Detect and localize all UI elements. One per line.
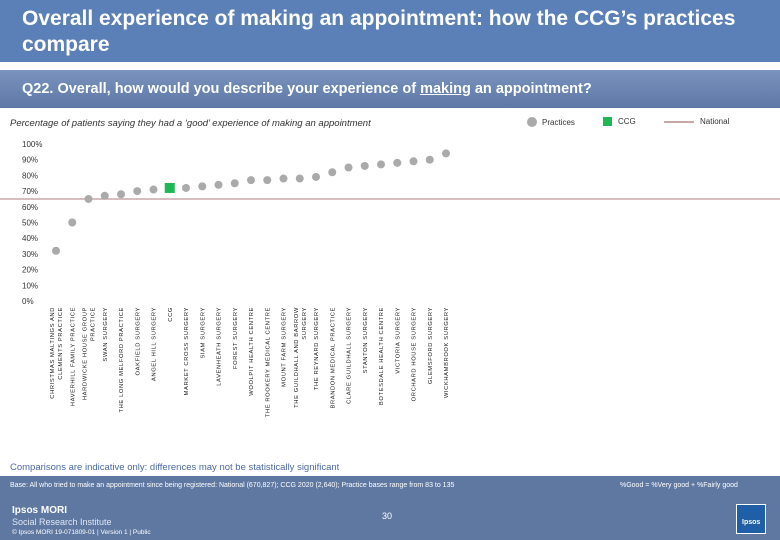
legend-ccg-icon [603, 117, 612, 126]
logo-sri: Social Research Institute [12, 517, 112, 527]
practice-point [149, 185, 158, 194]
practice-point [133, 187, 142, 196]
y-tick-label: 50% [22, 219, 38, 228]
practice-point [84, 194, 93, 203]
question-bar [0, 70, 780, 108]
comparison-note: Comparisons are indicative only: differe… [10, 462, 340, 473]
page-number: 30 [382, 511, 393, 521]
chart-caption: Percentage of patients saying they had a… [10, 118, 371, 129]
y-tick-label: 100% [22, 140, 42, 149]
y-tick-label: 30% [22, 250, 38, 259]
category-label: WICKHAMBROOK SURGERY [444, 307, 450, 398]
category-label: FOREST SURGERY [233, 307, 239, 369]
y-tick-label: 40% [22, 234, 38, 243]
y-tick-label: 80% [22, 171, 38, 180]
practice-point [377, 160, 385, 169]
category-label: OAKFIELD SURGERY [135, 307, 141, 375]
category-label: CCG [168, 307, 174, 322]
practice-point [263, 176, 272, 185]
category-label: WOOLPIT HEALTH CENTRE [249, 307, 255, 396]
practice-point [230, 179, 239, 188]
practice-point [425, 155, 434, 164]
practice-point [360, 161, 369, 170]
category-label: THE GUILDHALL AND BARROW [294, 307, 300, 408]
category-label: HARDWICKE HOUSE GROUP [83, 307, 89, 400]
y-tick-label: 90% [22, 156, 38, 165]
practice-point [198, 182, 207, 191]
category-label: THE REYNARD SURGERY [314, 307, 320, 390]
ccg-point [164, 182, 175, 193]
legend-practices-label: Practices [542, 117, 575, 127]
practice-point [117, 190, 125, 199]
logo-ipsos-mori: Ipsos MORI [12, 505, 68, 516]
question-suffix: an appointment? [470, 81, 592, 97]
good-definition: %Good = %Very good + %Fairly good [620, 482, 738, 489]
category-label: VICTORIA SURGERY [395, 307, 401, 374]
copyright: © Ipsos MORI 19-071809-01 | Version 1 | … [12, 529, 151, 536]
category-label: BOTESDALE HEALTH CENTRE [379, 307, 385, 405]
page-title: Overall experience of making an appointm… [22, 7, 736, 56]
category-label: BRANDON MEDICAL PRACTICE [330, 307, 336, 408]
category-label: CHRISTMAS MALTINGS AND [50, 307, 56, 399]
category-label: SIAM SURGERY [200, 307, 206, 359]
category-label: MARKET CROSS SURGERY [184, 307, 190, 395]
base-text: Base: All who tried to make an appointme… [10, 482, 455, 489]
legend-national-label: National [700, 117, 730, 126]
practice-point [344, 163, 353, 172]
ipsos-logo-icon: Ipsos [736, 504, 766, 534]
category-label: STANTON SURGERY [363, 307, 369, 373]
practice-point [52, 246, 60, 255]
category-label: ORCHARD HOUSE SURGERY [412, 307, 418, 401]
practice-point [328, 168, 337, 177]
y-tick-label: 60% [22, 203, 38, 212]
category-label: HAVERHILL FAMILY PRACTICE [70, 307, 76, 406]
category-label: LAVENHEATH SURGERY [217, 307, 223, 386]
category-label: CLEMENTS PRACTICE [58, 307, 64, 380]
legend-ccg: CCG [603, 117, 636, 126]
category-label: SURGERY [302, 307, 308, 340]
practice-point [100, 191, 109, 200]
category-label: CLARE GUILDHALL SURGERY [347, 307, 353, 404]
legend-practices-icon [527, 117, 537, 127]
practice-point [182, 183, 190, 192]
category-label: SWAN SURGERY [103, 307, 109, 362]
question-prefix: Q22. Overall, how would you describe you… [22, 81, 421, 97]
category-label: MOUNT FARM SURGERY [282, 307, 288, 387]
y-tick-label: 10% [22, 281, 38, 290]
practice-point [409, 157, 418, 166]
practice-point [247, 176, 255, 185]
practice-point [442, 149, 450, 158]
practice-point [393, 158, 402, 167]
category-label: THE LONG MELFORD PRACTICE [119, 307, 125, 413]
practice-point [214, 180, 223, 189]
legend-national-line [664, 120, 694, 123]
legend-ccg-label: CCG [618, 117, 636, 126]
practice-point [279, 174, 288, 183]
footer-bar [0, 476, 780, 540]
question-text: Q22. Overall, how would you describe you… [22, 81, 592, 97]
legend-practices: Practices [527, 117, 575, 127]
category-label: ANGEL HILL SURGERY [152, 307, 158, 381]
category-label: THE ROOKERY MEDICAL CENTRE [265, 307, 271, 417]
header-bar [0, 0, 780, 62]
chart-area: 0% 10% 20% 30% 40% 50% 60% 70% 80% 90% 100% CHRISTM… [0, 140, 780, 417]
legend-national: National [664, 117, 729, 126]
y-tick-label: 20% [22, 266, 38, 275]
question-underlined: making [420, 81, 471, 97]
y-tick-label: 0% [22, 297, 34, 306]
y-tick-label: 70% [22, 187, 38, 196]
category-label: PRACTICE [91, 307, 97, 341]
practice-point [312, 172, 320, 181]
practice-point [295, 174, 304, 183]
ipsos-logo-text: Ipsos [742, 519, 761, 526]
category-label: GLEMSFORD SURGERY [428, 307, 434, 384]
practice-point [68, 218, 77, 227]
